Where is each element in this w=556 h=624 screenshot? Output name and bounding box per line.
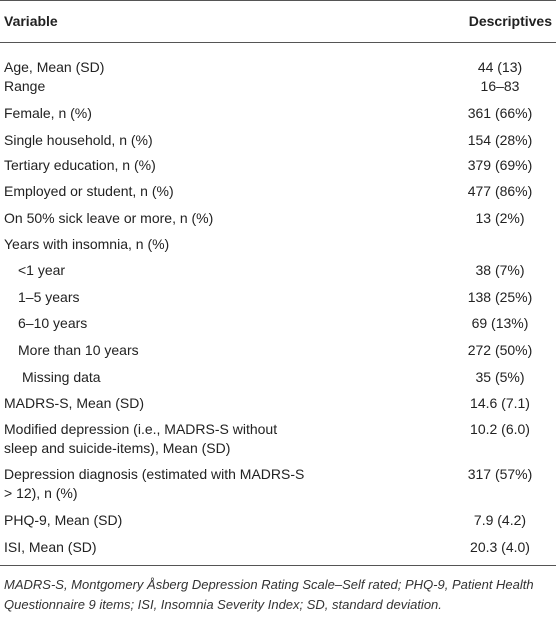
variable-cell: Female, n (%)	[4, 105, 92, 121]
variable-cell: 6–10 years	[18, 315, 88, 331]
variable-cell: Missing data	[22, 369, 101, 385]
descriptive-cell: 16–83	[480, 78, 520, 94]
descriptive-cell: 317 (57%)	[467, 466, 533, 482]
descriptive-cell: 44 (13)	[477, 59, 523, 75]
bottom-rule	[0, 565, 556, 566]
variable-cell: 1–5 years	[18, 289, 80, 305]
variable-cell: Depression diagnosis (estimated with MAD…	[4, 466, 305, 501]
variable-cell: MADRS-S, Mean (SD)	[4, 395, 145, 411]
variable-cell: Years with insomnia, n (%)	[4, 236, 170, 252]
descriptive-cell: 10.2 (6.0)	[470, 421, 530, 437]
descriptive-cell: 272 (50%)	[467, 342, 533, 358]
variable-cell: Employed or student, n (%)	[4, 183, 174, 199]
variable-cell: Single household, n (%)	[4, 132, 153, 148]
descriptive-cell: 7.9 (4.2)	[473, 512, 527, 528]
variable-cell: Range	[4, 78, 46, 94]
top-rule	[0, 0, 556, 1]
header-descriptives: Descriptives	[468, 13, 552, 29]
variable-cell: More than 10 years	[18, 342, 139, 358]
variable-cell: Modified depression (i.e., MADRS-S witho…	[4, 421, 278, 456]
descriptive-cell: 38 (7%)	[475, 262, 525, 278]
variable-cell: ISI, Mean (SD)	[4, 539, 97, 555]
variable-cell: PHQ-9, Mean (SD)	[4, 512, 123, 528]
variable-cell: <1 year	[18, 262, 66, 278]
header-variable: Variable	[4, 13, 58, 29]
footnote: MADRS-S, Montgomery Åsberg Depression Ra…	[4, 577, 534, 612]
descriptive-cell: 361 (66%)	[467, 105, 533, 121]
descriptive-cell: 35 (5%)	[475, 369, 525, 385]
descriptive-cell: 138 (25%)	[467, 289, 533, 305]
descriptive-cell: 477 (86%)	[467, 183, 533, 199]
descriptive-cell: 14.6 (7.1)	[470, 395, 530, 411]
variable-cell: On 50% sick leave or more, n (%)	[4, 210, 214, 226]
variable-cell: Tertiary education, n (%)	[4, 157, 156, 173]
variable-cell: Age, Mean (SD)	[4, 59, 105, 75]
descriptive-cell: 20.3 (4.0)	[470, 539, 530, 555]
descriptive-cell: 13 (2%)	[475, 210, 525, 226]
header-rule	[0, 42, 556, 43]
descriptive-cell: 69 (13%)	[471, 315, 529, 331]
descriptive-cell: 154 (28%)	[467, 132, 533, 148]
descriptive-cell: 379 (69%)	[467, 157, 533, 173]
